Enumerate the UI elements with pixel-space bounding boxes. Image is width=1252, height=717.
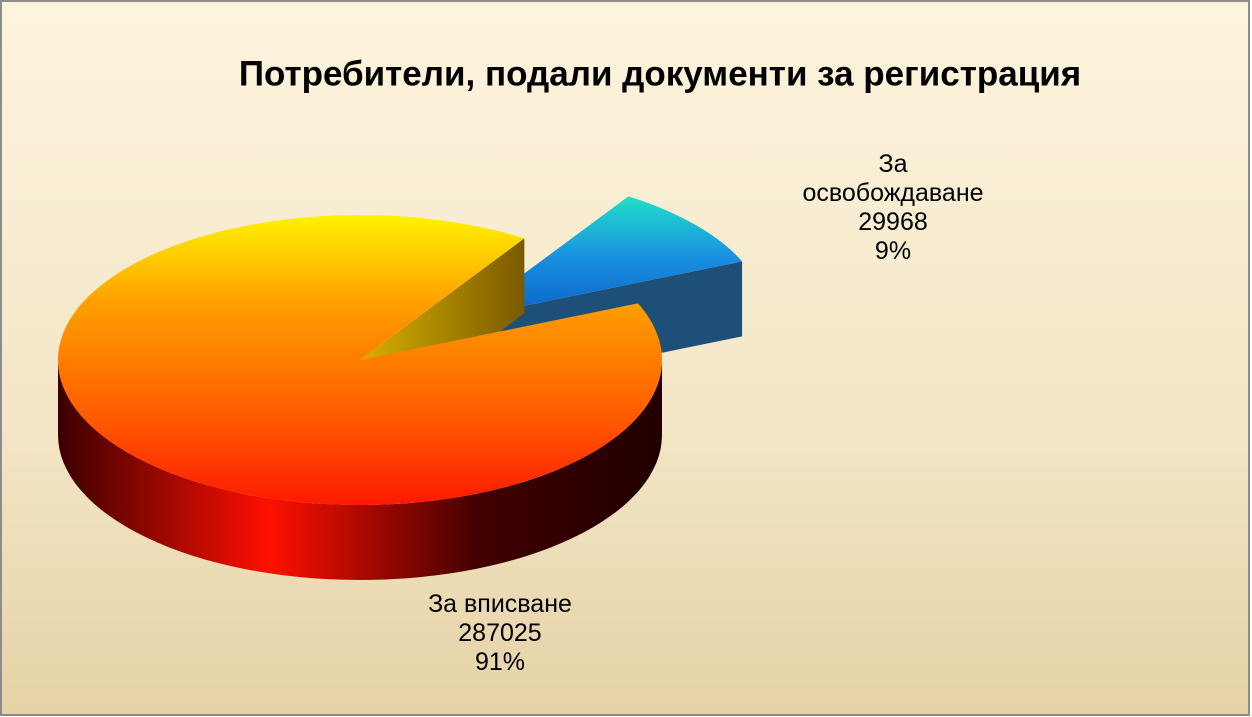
chart-title: Потребители, подали документи за регистр…: [239, 54, 1081, 93]
slice-side: [58, 360, 662, 580]
data-label: За вписване 287025 91%: [405, 590, 595, 677]
label-name: За освобождаване: [802, 150, 984, 207]
label-percent: 91%: [474, 648, 526, 676]
label-name: За вписване: [428, 590, 572, 618]
data-label: За освобождаване 29968 9%: [798, 150, 988, 266]
slice: [464, 196, 743, 319]
label-value: 29968: [858, 208, 928, 236]
slice: [58, 214, 663, 505]
label-value: 287025: [458, 619, 542, 647]
label-percent: 9%: [874, 237, 912, 265]
